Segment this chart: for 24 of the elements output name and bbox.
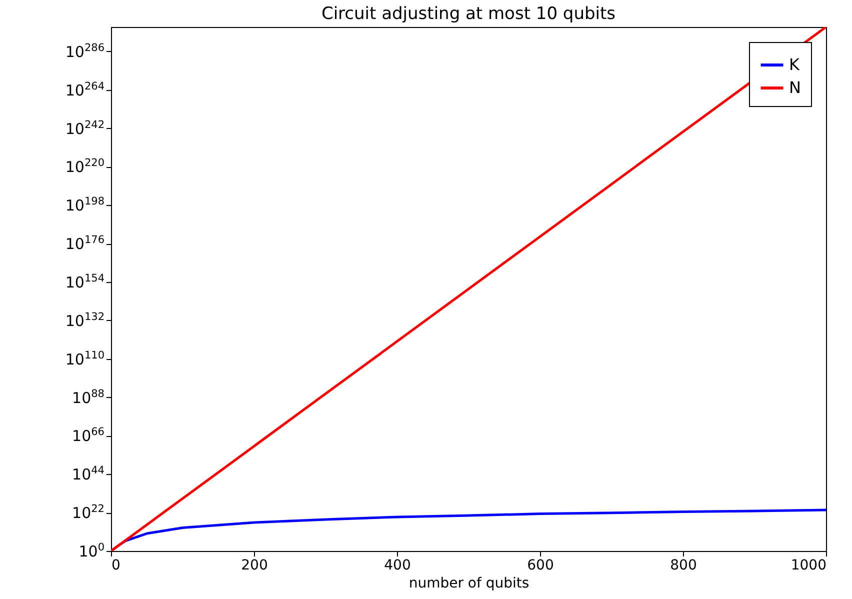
chart-title: Circuit adjusting at most 10 qubits xyxy=(321,4,616,24)
y-tick-label: 10$^{132}$ xyxy=(65,310,104,330)
y-tick-label: 10$^{176}$ xyxy=(65,234,105,254)
x-tick-label: 800 xyxy=(670,558,697,574)
y-tick-label: 10$^{154}$ xyxy=(65,272,105,292)
x-tick-label: 0 xyxy=(112,558,120,574)
y-tick-label: 10$^{242}$ xyxy=(65,118,104,138)
y-tick-label: 10$^{66}$ xyxy=(72,426,105,446)
x-tick-label: 1000 xyxy=(790,558,826,574)
legend-label: N xyxy=(789,78,801,97)
y-tick-label: 10$^{44}$ xyxy=(72,464,105,484)
y-tick-label: 10$^{110}$ xyxy=(65,349,104,368)
legend-label: K xyxy=(789,55,800,74)
y-tick-label: 10$^{264}$ xyxy=(65,80,105,100)
x-tick-label: 400 xyxy=(384,558,411,574)
x-tick-label: 600 xyxy=(527,558,554,574)
y-tick-label: 10$^{88}$ xyxy=(72,388,104,407)
y-tick-label: 10$^{286}$ xyxy=(65,42,105,61)
x-axis-title: number of qubits xyxy=(408,576,530,592)
y-tick-label: 10$^{220}$ xyxy=(65,157,104,176)
x-tick-label: 200 xyxy=(241,558,268,574)
y-tick-label: 10$^{198}$ xyxy=(65,196,104,215)
y-tick-label: 10$^{0}$ xyxy=(78,542,104,560)
y-tick-label: 10$^{22}$ xyxy=(72,503,104,522)
